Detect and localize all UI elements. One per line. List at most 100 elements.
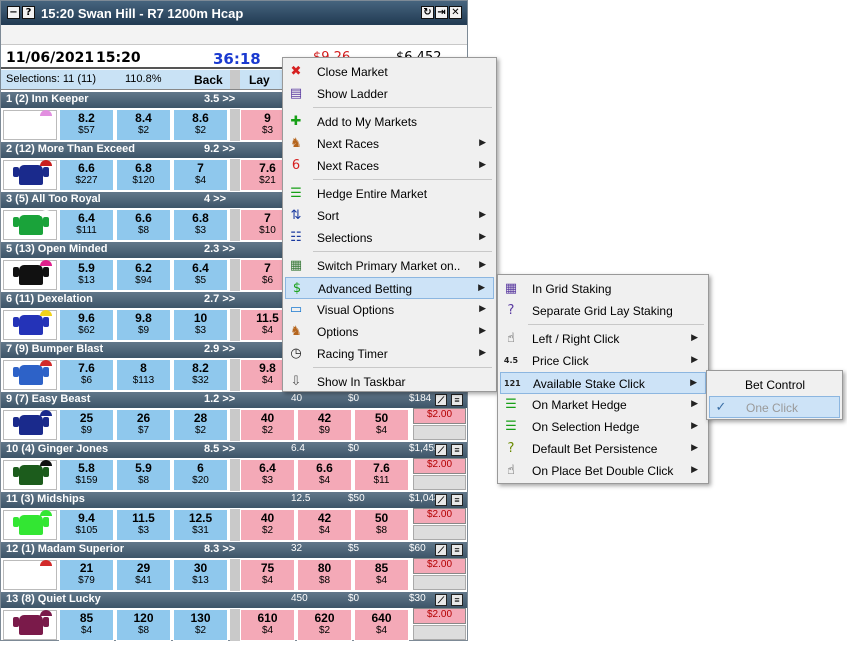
menu-item-racing-timer[interactable]: ◷ Racing Timer ▶ bbox=[285, 343, 494, 365]
runner-name[interactable]: 13 (8) Quiet Lucky bbox=[6, 593, 101, 605]
menu-item-close-market[interactable]: ✖ Close Market bbox=[285, 61, 494, 83]
back-price-cell[interactable]: 8 $113 bbox=[116, 359, 171, 391]
menu-item-add-to-my-markets[interactable]: ✚ Add to My Markets bbox=[285, 111, 494, 133]
runner-name[interactable]: 1 (2) Inn Keeper bbox=[6, 93, 89, 105]
back-price-cell[interactable]: 6.4 $111 bbox=[59, 209, 114, 241]
menu-item-hedge-entire-market[interactable]: ☰ Hedge Entire Market bbox=[285, 183, 494, 205]
menu-item-left-right-click[interactable]: ☝ Left / Right Click ▶ bbox=[500, 328, 706, 350]
stake-field[interactable]: $2.00 bbox=[413, 608, 466, 624]
back-price-cell[interactable]: 6.8 $120 bbox=[116, 159, 171, 191]
menu-item-on-selection-hedge[interactable]: ☰ On Selection Hedge ▶ bbox=[500, 416, 706, 438]
lay-price-cell[interactable]: 610 $4 bbox=[240, 609, 295, 641]
stake-field[interactable]: $2.00 bbox=[413, 408, 466, 424]
runner-name[interactable]: 12 (1) Madam Superior bbox=[6, 543, 124, 555]
back-price-cell[interactable]: 25 $9 bbox=[59, 409, 114, 441]
back-price-cell[interactable]: 12.5 $31 bbox=[173, 509, 228, 541]
runner-name[interactable]: 6 (11) Dexelation bbox=[6, 293, 93, 305]
stake-field[interactable]: $2.00 bbox=[413, 508, 466, 524]
lay-price-cell[interactable]: 6.6 $4 bbox=[297, 459, 352, 491]
menu-item-sort[interactable]: ⇅ Sort ▶ bbox=[285, 205, 494, 227]
chart-icon[interactable]: ⟋ bbox=[435, 444, 447, 456]
chart-icon[interactable]: ⟋ bbox=[435, 394, 447, 406]
menu-item-one-click[interactable]: ✓ One Click bbox=[709, 396, 840, 418]
menu-item-next-races[interactable]: ♞ Next Races ▶ bbox=[285, 133, 494, 155]
lay-price-cell[interactable]: 75 $4 bbox=[240, 559, 295, 591]
lay-price-cell[interactable]: 40 $2 bbox=[240, 509, 295, 541]
back-price-cell[interactable]: 120 $8 bbox=[116, 609, 171, 641]
lay-price-cell[interactable]: 6.4 $3 bbox=[240, 459, 295, 491]
lay-price-cell[interactable]: 620 $2 bbox=[297, 609, 352, 641]
back-price-cell[interactable]: 6.6 $227 bbox=[59, 159, 114, 191]
lay-price-cell[interactable]: 640 $4 bbox=[354, 609, 409, 641]
back-price-cell[interactable]: 30 $13 bbox=[173, 559, 228, 591]
back-price-cell[interactable]: 7.6 $6 bbox=[59, 359, 114, 391]
back-price-cell[interactable]: 29 $41 bbox=[116, 559, 171, 591]
menu-item-next-races[interactable]: 6 Next Races ▶ bbox=[285, 155, 494, 177]
stake-field-secondary[interactable] bbox=[413, 475, 466, 490]
back-price-cell[interactable]: 8.6 $2 bbox=[173, 109, 228, 141]
back-price-cell[interactable]: 9.6 $62 bbox=[59, 309, 114, 341]
runner-name[interactable]: 9 (7) Easy Beast bbox=[6, 393, 91, 405]
back-price-cell[interactable]: 5.8 $159 bbox=[59, 459, 114, 491]
stake-field-secondary[interactable] bbox=[413, 525, 466, 540]
menu-item-separate-grid-lay-staking[interactable]: ? Separate Grid Lay Staking bbox=[500, 300, 706, 322]
back-price-cell[interactable]: 8.2 $57 bbox=[59, 109, 114, 141]
pin-button[interactable]: ⇥ bbox=[435, 6, 448, 19]
stake-field[interactable]: $2.00 bbox=[413, 558, 466, 574]
close-button[interactable]: ✕ bbox=[449, 6, 462, 19]
menu-item-show-in-taskbar[interactable]: ⇩ Show In Taskbar bbox=[285, 371, 494, 393]
lay-price-cell[interactable]: 50 $4 bbox=[354, 409, 409, 441]
minimize-button[interactable]: − bbox=[7, 6, 20, 19]
runner-name[interactable]: 10 (4) Ginger Jones bbox=[6, 443, 109, 455]
back-price-cell[interactable]: 130 $2 bbox=[173, 609, 228, 641]
refresh-button[interactable]: ↻ bbox=[421, 6, 434, 19]
back-price-cell[interactable]: 7 $4 bbox=[173, 159, 228, 191]
back-price-cell[interactable]: 9.4 $105 bbox=[59, 509, 114, 541]
runner-name[interactable]: 5 (13) Open Minded bbox=[6, 243, 108, 255]
menu-item-show-ladder[interactable]: ▤ Show Ladder bbox=[285, 83, 494, 105]
back-price-cell[interactable]: 8.2 $32 bbox=[173, 359, 228, 391]
back-price-cell[interactable]: 5.9 $13 bbox=[59, 259, 114, 291]
lay-price-cell[interactable]: 85 $4 bbox=[354, 559, 409, 591]
back-price-cell[interactable]: 6.8 $3 bbox=[173, 209, 228, 241]
back-price-cell[interactable]: 26 $7 bbox=[116, 409, 171, 441]
back-price-cell[interactable]: 28 $2 bbox=[173, 409, 228, 441]
runner-name[interactable]: 11 (3) Midships bbox=[6, 493, 85, 505]
ladder-icon[interactable]: ≡ bbox=[451, 394, 463, 406]
menu-item-on-market-hedge[interactable]: ☰ On Market Hedge ▶ bbox=[500, 394, 706, 416]
stake-field-secondary[interactable] bbox=[413, 425, 466, 440]
back-price-cell[interactable]: 6.2 $94 bbox=[116, 259, 171, 291]
menu-item-price-click[interactable]: 4.5 Price Click ▶ bbox=[500, 350, 706, 372]
menu-item-available-stake-click[interactable]: 121 Available Stake Click ▶ bbox=[500, 372, 706, 394]
ladder-icon[interactable]: ≡ bbox=[451, 594, 463, 606]
stake-field[interactable]: $2.00 bbox=[413, 458, 466, 474]
menu-item-bet-control[interactable]: Bet Control bbox=[709, 374, 840, 396]
back-price-cell[interactable]: 21 $79 bbox=[59, 559, 114, 591]
lay-price-cell[interactable]: 42 $9 bbox=[297, 409, 352, 441]
back-price-cell[interactable]: 9.8 $9 bbox=[116, 309, 171, 341]
lay-price-cell[interactable]: 40 $2 bbox=[240, 409, 295, 441]
ladder-icon[interactable]: ≡ bbox=[451, 444, 463, 456]
menu-item-selections[interactable]: ☷ Selections ▶ bbox=[285, 227, 494, 249]
back-price-cell[interactable]: 6.4 $5 bbox=[173, 259, 228, 291]
menu-item-options[interactable]: ♞ Options ▶ bbox=[285, 321, 494, 343]
runner-name[interactable]: 7 (9) Bumper Blast bbox=[6, 343, 104, 355]
menu-item-default-bet-persistence[interactable]: ? Default Bet Persistence ▶ bbox=[500, 438, 706, 460]
back-price-cell[interactable]: 5.9 $8 bbox=[116, 459, 171, 491]
runner-name[interactable]: 3 (5) All Too Royal bbox=[6, 193, 101, 205]
stake-field-secondary[interactable] bbox=[413, 575, 466, 590]
lay-price-cell[interactable]: 50 $8 bbox=[354, 509, 409, 541]
help-button[interactable]: ? bbox=[22, 6, 35, 19]
stake-field-secondary[interactable] bbox=[413, 625, 466, 640]
back-price-cell[interactable]: 6 $20 bbox=[173, 459, 228, 491]
menu-item-in-grid-staking[interactable]: ▦ In Grid Staking bbox=[500, 278, 706, 300]
lay-price-cell[interactable]: 42 $4 bbox=[297, 509, 352, 541]
menu-item-on-place-bet-double-click[interactable]: ☝ On Place Bet Double Click ▶ bbox=[500, 460, 706, 482]
lay-price-cell[interactable]: 80 $8 bbox=[297, 559, 352, 591]
chart-icon[interactable]: ⟋ bbox=[435, 594, 447, 606]
back-price-cell[interactable]: 8.4 $2 bbox=[116, 109, 171, 141]
ladder-icon[interactable]: ≡ bbox=[451, 494, 463, 506]
menu-item-switch-primary-market-on[interactable]: ▦ Switch Primary Market on.. ▶ bbox=[285, 255, 494, 277]
back-price-cell[interactable]: 85 $4 bbox=[59, 609, 114, 641]
lay-price-cell[interactable]: 7.6 $11 bbox=[354, 459, 409, 491]
